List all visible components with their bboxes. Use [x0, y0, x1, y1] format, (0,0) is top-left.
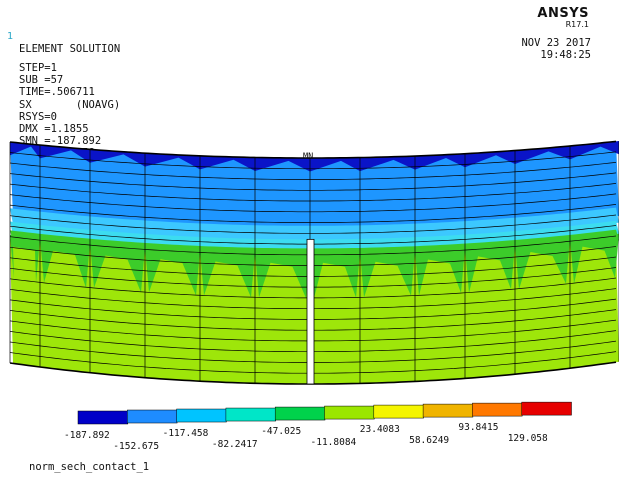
info-step: STEP=1	[19, 62, 57, 74]
brand-logo: ANSYS	[537, 6, 589, 21]
contour-legend: -187.892-152.675 -117.458-82.2417-47.025-…	[64, 401, 572, 452]
stress-spike-green	[200, 250, 255, 298]
panel-title: ELEMENT SOLUTION	[19, 43, 121, 55]
stress-spike-green	[255, 252, 310, 299]
footer-label: norm_sech_contact_1	[29, 461, 150, 473]
legend-swatch	[274, 406, 326, 421]
stress-edge-dark-blue	[465, 150, 515, 168]
stress-edge-dark-blue	[40, 145, 90, 163]
stress-spike-green	[90, 243, 145, 293]
legend-value-label: -47.025	[261, 426, 301, 437]
time-label: 19:48:25	[540, 49, 591, 61]
brand-version: R17.1	[565, 20, 589, 29]
info-dmx: DMX =1.1855	[19, 123, 89, 136]
brand-block: ANSYS R17.1	[537, 6, 589, 29]
legend-swatch	[472, 402, 523, 417]
stress-spike-green	[40, 238, 90, 288]
min-marker-label: MN	[303, 152, 313, 162]
window-number: 1	[7, 31, 14, 42]
stress-spike-green	[465, 244, 515, 294]
stress-edge-dark-blue	[200, 155, 255, 172]
stress-band-yellow-green	[10, 238, 619, 384]
datetime-block: NOV 23 2017 19:48:25	[521, 37, 591, 61]
legend-swatch	[127, 409, 178, 424]
info-rsys: RSYS=0	[19, 110, 57, 123]
stress-edge-dark-blue	[145, 153, 200, 170]
stress-edge-dark-blue	[10, 142, 40, 159]
stress-edge-dark-blue	[360, 156, 415, 172]
legend-swatch	[176, 408, 227, 423]
stress-band-light-blue	[10, 207, 619, 242]
stress-edge-dark-blue	[90, 149, 145, 167]
fe-model[interactable]	[9, 140, 619, 385]
legend-swatch	[225, 407, 276, 422]
legend-value-label: -11.8084	[311, 437, 357, 448]
legend-value-label: -82.2417	[212, 439, 258, 450]
date-label: NOV 23 2017	[521, 37, 591, 49]
legend-value-label: 23.4083	[360, 424, 400, 435]
stress-edge-dark-blue	[310, 157, 360, 172]
legend-value-label: 93.8415	[458, 422, 498, 433]
info-substep: SUB =57	[19, 74, 64, 87]
stress-spike-green	[515, 239, 570, 290]
stress-edge-dark-blue	[515, 145, 570, 164]
legend-swatch	[521, 401, 572, 416]
legend-value-label: -187.892	[64, 430, 110, 441]
stress-spike-green	[310, 252, 360, 299]
stress-spike-green	[570, 233, 619, 284]
legend-swatch	[77, 410, 129, 425]
legend-value-label: 58.6249	[409, 435, 449, 446]
legend-value-label: -152.675	[113, 441, 159, 452]
stress-spike-green	[415, 248, 465, 296]
info-result-item: SX (NOAVG)	[19, 98, 121, 111]
legend-value-label: 129.058	[508, 433, 548, 444]
stress-spike-green	[10, 234, 40, 283]
legend-swatch	[422, 403, 474, 418]
stress-edge-dark-blue	[255, 157, 310, 172]
contact-gap	[306, 238, 315, 385]
info-time: TIME=.506711	[19, 86, 95, 99]
legend-value-label: -117.458	[163, 428, 209, 439]
legend-swatch	[324, 405, 375, 420]
stress-spike-green	[145, 247, 200, 296]
stress-spike-green	[360, 250, 415, 298]
stress-edge-dark-blue	[415, 153, 465, 170]
legend-swatch	[373, 404, 424, 419]
